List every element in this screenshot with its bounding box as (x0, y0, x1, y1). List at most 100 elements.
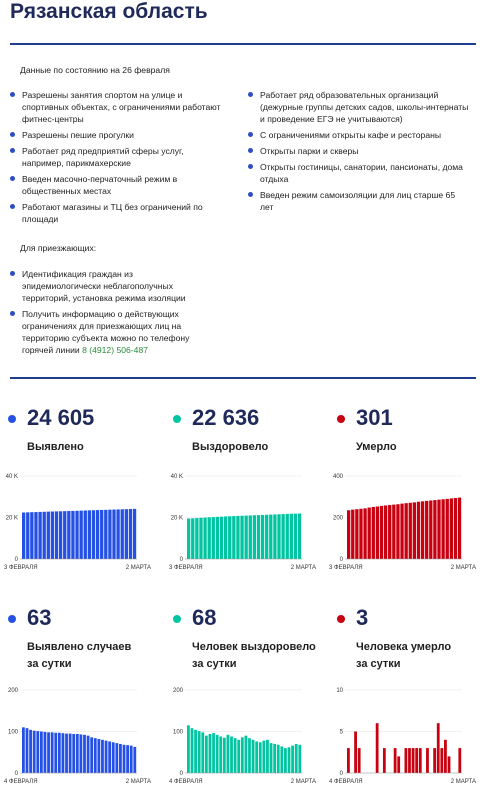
chart-bar (262, 740, 266, 773)
chart-bar (294, 743, 298, 773)
chart-bar (25, 728, 29, 773)
y-tick-label: 0 (340, 771, 344, 777)
chart-bar (132, 508, 137, 559)
chart-bar (258, 742, 262, 773)
chart-bar (63, 511, 67, 559)
x-tick-label: 3 ФЕВРАЛЯ (4, 565, 38, 571)
chart-bar (388, 505, 392, 559)
stat-value: 24 605 (27, 405, 95, 430)
stat-detected-day: 63 Выявлено случаев за сутки (8, 605, 158, 675)
chart-bar (251, 739, 255, 773)
chart-bar (375, 723, 379, 773)
chart-bar (222, 737, 226, 773)
chart-bar (237, 739, 241, 773)
list-item: Введен режим самоизоляции для лиц старше… (248, 189, 470, 213)
x-tick-label: 2 МАРТА (451, 565, 476, 571)
chart-bar (199, 517, 203, 559)
chart-bar (194, 729, 197, 773)
chart-bar (440, 748, 444, 773)
chart-bar (58, 511, 63, 559)
chart-bar (83, 510, 87, 559)
chart-bar (57, 732, 61, 773)
chart-bar (436, 723, 440, 773)
stat-label: Выздоровело (192, 441, 269, 453)
y-tick-label: 200 (173, 688, 184, 694)
chart-bar (219, 736, 223, 773)
y-tick-label: 0 (15, 771, 19, 777)
y-tick-label: 10 (336, 688, 343, 694)
page-title: Рязанская область (10, 0, 208, 23)
chart-bar (281, 514, 285, 559)
chart-bar (289, 513, 293, 559)
stat-value: 3 (356, 605, 369, 630)
chart-bar (447, 756, 451, 773)
bullet-icon (10, 148, 15, 153)
chart-bar (433, 500, 437, 559)
chart-daily-recovered: 0 100 200 4 ФЕВРАЛЯ 2 МАРТА (169, 688, 316, 785)
chart-bar (133, 746, 137, 773)
chart-bar (22, 512, 26, 559)
chart-bar (244, 515, 248, 559)
chart-bar (46, 511, 50, 559)
x-tick-label: 2 МАРТА (126, 565, 151, 571)
chart-bar (371, 506, 375, 559)
chart-bar (38, 511, 42, 559)
hotline-phone-link[interactable]: 8 (4912) 506-487 (82, 345, 148, 355)
chart-bar (449, 498, 453, 559)
chart-bar (71, 510, 75, 559)
chart-bar (236, 515, 240, 559)
x-tick-label: 3 ФЕВРАЛЯ (169, 565, 203, 571)
list-item: Введен масочно-перчаточный режим в общес… (10, 173, 226, 197)
chart-bar (39, 731, 43, 773)
stat-value: 22 636 (192, 405, 260, 430)
chart-bar (458, 748, 462, 773)
chart-bar (347, 510, 351, 559)
chart-bar (65, 733, 68, 773)
chart-bar (260, 514, 265, 559)
chart-bar (72, 733, 76, 773)
bullet-icon (248, 192, 253, 197)
stat-value: 68 (192, 605, 217, 630)
chart-bar (190, 728, 194, 773)
stat-label: Выявлено (27, 441, 84, 453)
y-tick-label: 100 (173, 730, 184, 736)
chart-bar (116, 509, 120, 559)
bullet-icon (248, 92, 253, 97)
chart-bar (68, 733, 72, 773)
list-item: Получить информацию о действующих ограни… (10, 308, 210, 356)
chart-bar (215, 734, 219, 773)
chart-bar (211, 517, 215, 559)
chart-bar (392, 504, 396, 559)
chart-bar (418, 748, 422, 773)
chart-bar (112, 509, 116, 559)
bullet-icon (10, 311, 15, 316)
chart-bar (226, 734, 230, 773)
bullet-icon (248, 148, 253, 153)
chart-bar (416, 501, 421, 559)
bullet-icon (248, 164, 253, 169)
chart-bar (83, 734, 86, 773)
chart-bar (90, 737, 94, 773)
y-tick-label: 40 K (6, 474, 18, 480)
chart-bar (359, 508, 363, 559)
chart-bar (42, 511, 46, 559)
divider-stats (10, 377, 476, 379)
chart-bar (86, 735, 90, 773)
chart-daily-detected: 0 100 200 4 ФЕВРАЛЯ 2 МАРТА (4, 688, 151, 785)
stat-label: Умерло (356, 441, 397, 453)
chart-bar (87, 510, 92, 559)
chart-bar (34, 512, 38, 559)
chart-bar (233, 738, 237, 773)
restrictions-right-list: Работает ряд образовательных организаций… (248, 89, 470, 217)
chart-bar (383, 505, 388, 559)
chart-bar (400, 503, 404, 559)
chart-bar (191, 518, 195, 559)
chart-bar (265, 514, 269, 559)
chart-bar (273, 743, 277, 773)
chart-bar (393, 748, 397, 773)
chart-bar (248, 515, 252, 559)
chart-bar (119, 743, 122, 773)
chart-bar (297, 513, 302, 559)
x-tick-label: 4 ФЕВРАЛЯ (169, 779, 203, 785)
dot-icon (173, 615, 181, 623)
